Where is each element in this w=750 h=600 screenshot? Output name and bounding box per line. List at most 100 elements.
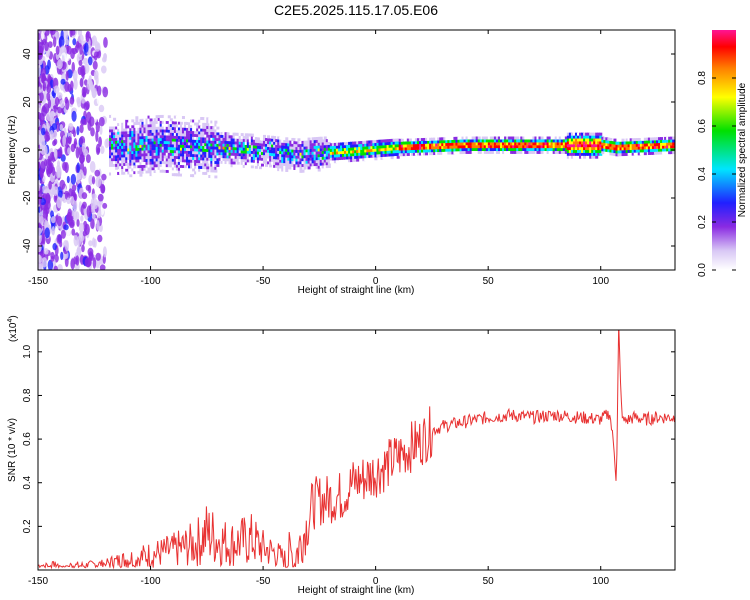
spectrogram-cell bbox=[117, 160, 121, 164]
spectrogram-cell bbox=[139, 139, 143, 143]
spectrogram-cell bbox=[214, 135, 218, 139]
spectrogram-cell bbox=[317, 136, 321, 140]
spectrogram-cell bbox=[192, 139, 196, 143]
spectrogram-cell bbox=[171, 167, 175, 171]
spectrogram-cell bbox=[90, 218, 95, 230]
spectrogram-cell bbox=[169, 152, 173, 156]
spectrogram-cell bbox=[285, 154, 289, 158]
spectrogram-cell bbox=[643, 149, 647, 153]
spectrogram-cell bbox=[641, 137, 645, 141]
spectrogram-cell bbox=[181, 153, 185, 157]
spectrogram-cell bbox=[502, 148, 506, 152]
spectrogram-cell bbox=[335, 157, 339, 161]
spectrogram-cell bbox=[526, 136, 530, 140]
spectrogram-cell bbox=[188, 142, 192, 146]
spectrogram-cell bbox=[591, 141, 595, 145]
spectrogram-cell bbox=[179, 147, 183, 151]
spectrogram-cell bbox=[672, 136, 675, 140]
spectrogram-cell bbox=[198, 119, 202, 123]
spectrogram-cell bbox=[188, 130, 192, 134]
spectrogram-cell bbox=[131, 151, 135, 155]
spectrogram-cell bbox=[372, 143, 376, 147]
spectrogram-cell bbox=[321, 148, 325, 152]
spectrogram-cell bbox=[346, 159, 350, 163]
spectrogram-cell bbox=[141, 159, 145, 163]
spectrogram-cell bbox=[658, 151, 662, 155]
spectrogram-cell bbox=[323, 136, 327, 140]
spectrogram-cell bbox=[67, 136, 72, 145]
spectrogram-cell bbox=[230, 155, 234, 159]
spectrogram-cell bbox=[601, 151, 605, 155]
spectrogram-cell bbox=[117, 125, 121, 129]
spectrogram-cell bbox=[453, 148, 457, 152]
spectrogram-cell bbox=[81, 192, 88, 200]
spectrogram-cell bbox=[339, 148, 343, 152]
spectrogram-cell bbox=[59, 123, 64, 131]
spectrogram-cell bbox=[173, 173, 177, 177]
spectrogram-cell bbox=[173, 118, 177, 122]
spectrogram-cell bbox=[560, 150, 564, 154]
spectrogram-cell bbox=[44, 227, 50, 239]
spectrogram-cell bbox=[386, 153, 390, 157]
spectrogram-cell bbox=[200, 165, 204, 169]
spectrogram-cell bbox=[115, 160, 119, 164]
spectrogram-cell bbox=[558, 145, 562, 149]
spectrogram-cell bbox=[252, 148, 256, 152]
spectrogram-cell bbox=[183, 153, 187, 157]
spectrogram-cell bbox=[643, 143, 647, 147]
spectrogram-cell bbox=[127, 148, 131, 152]
spectrogram-cell bbox=[78, 222, 85, 233]
spectrogram-cell bbox=[181, 162, 185, 166]
spectrogram-cell bbox=[155, 120, 159, 124]
spectrogram-cell bbox=[617, 147, 621, 151]
spectrogram-cell bbox=[141, 153, 145, 157]
spectrogram-cell bbox=[568, 155, 572, 159]
spectrogram-cell bbox=[546, 139, 550, 143]
spectrogram-cell bbox=[188, 124, 192, 128]
spectrogram-cell bbox=[447, 148, 451, 152]
spectrogram-cell bbox=[171, 161, 175, 165]
spectrogram-cell bbox=[350, 153, 354, 157]
spectrogram-cell bbox=[238, 135, 242, 139]
spectrogram-cell bbox=[204, 171, 208, 175]
spectrogram-cell bbox=[161, 137, 165, 141]
spectrogram-cell bbox=[194, 174, 198, 178]
spectrogram-cell bbox=[410, 152, 414, 156]
spectrogram-cell bbox=[471, 136, 475, 140]
spectrogram-cell bbox=[188, 165, 192, 169]
spectrogram-cell bbox=[346, 147, 350, 151]
spectrogram-cell bbox=[380, 139, 384, 143]
spectrogram-cell bbox=[463, 145, 467, 149]
spectrogram-cell bbox=[585, 135, 589, 139]
spectrogram-cell bbox=[534, 148, 538, 152]
spectrogram-cell bbox=[157, 152, 161, 156]
spectrogram-cell bbox=[653, 145, 657, 149]
spectrogram-cell bbox=[40, 127, 46, 136]
spectrogram-cell bbox=[131, 145, 135, 149]
spectrogram-cell bbox=[159, 140, 163, 144]
spectrogram-cell bbox=[504, 150, 508, 154]
spectrogram-cell bbox=[179, 162, 183, 165]
spectrogram-cell bbox=[228, 143, 232, 147]
spectrogram-cell bbox=[200, 131, 204, 135]
spectrogram-cell bbox=[70, 196, 75, 205]
spectrogram-cell bbox=[483, 139, 487, 143]
spectrogram-cell bbox=[206, 131, 210, 135]
spectrogram-cell bbox=[198, 148, 202, 152]
spectrogram-cell bbox=[163, 140, 167, 144]
spectrogram-cell bbox=[493, 145, 497, 149]
spectrogram-cell bbox=[526, 148, 530, 152]
spectrogram-cell bbox=[358, 152, 362, 156]
spectrogram-cell bbox=[177, 127, 181, 131]
spectrogram-cell bbox=[147, 161, 151, 165]
spectrogram-cell bbox=[244, 164, 248, 168]
spectrogram-cell bbox=[71, 228, 76, 236]
spectrogram-cell bbox=[196, 122, 200, 126]
spectrogram-cell bbox=[147, 141, 151, 145]
spectrogram-cell bbox=[206, 151, 210, 155]
spectrogram-cell bbox=[179, 150, 183, 154]
spectrogram-cell bbox=[226, 135, 230, 139]
spectrogram-cell bbox=[145, 124, 149, 128]
spectrogram-cell bbox=[49, 79, 54, 89]
spectrogram-cell bbox=[295, 161, 299, 165]
